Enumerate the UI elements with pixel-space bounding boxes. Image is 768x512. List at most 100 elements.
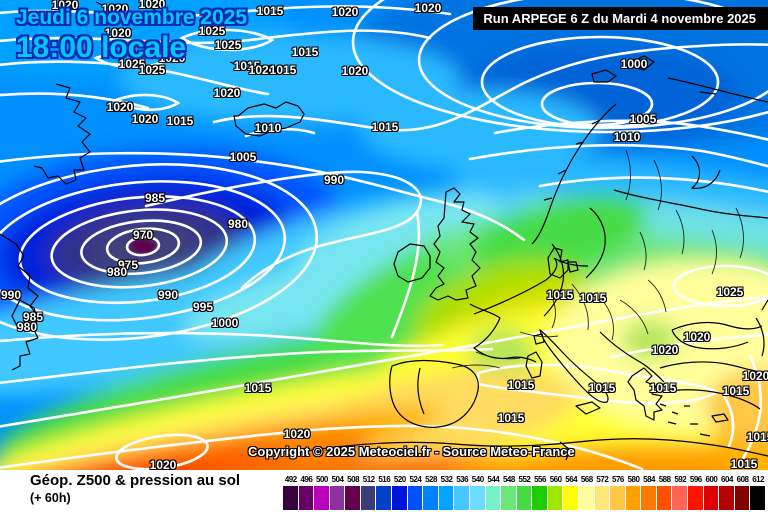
isobar-label: 995	[192, 300, 214, 314]
isobar-label: 1005	[229, 150, 257, 164]
isobar-label: 1015	[233, 59, 261, 73]
scale-swatch	[345, 486, 361, 510]
scale-swatch	[469, 486, 486, 510]
isobar-label: 1025	[118, 57, 146, 71]
isobar-label: 1015	[649, 381, 677, 395]
footer-bar: Géop. Z500 & pression au sol (+ 60h) 492…	[0, 470, 768, 512]
scale-swatch	[329, 486, 346, 510]
scale-value: 544	[487, 475, 500, 484]
scale-swatch	[656, 486, 673, 510]
isobar-label: 1020	[331, 5, 359, 19]
z500-low-core	[130, 238, 156, 254]
scale-swatch	[750, 486, 766, 510]
forecast-date-block: Jeudi 6 novembre 2025 18:00 locale	[16, 6, 247, 65]
scale-value: 600	[705, 475, 718, 484]
isobar-label: 1015	[244, 381, 272, 395]
scale-value: 568	[580, 475, 593, 484]
scale-swatch	[485, 486, 502, 510]
isobar-label: 1020	[341, 64, 369, 78]
scale-swatch	[532, 486, 548, 510]
z500-color-scale: 492 496 500 504 508 512 516 520 524 528 532 536 540 5…	[283, 475, 766, 510]
scale-value: 492	[284, 475, 297, 484]
scale-swatch	[547, 486, 564, 510]
isobar-label: 990	[323, 173, 345, 187]
isobar-label: 980	[106, 265, 128, 279]
scale-swatch	[703, 486, 720, 510]
isobar-label: 1015	[730, 457, 758, 471]
weather-map-svg	[0, 0, 768, 470]
isobar-label: 975	[117, 258, 139, 272]
scale-swatch	[376, 486, 393, 510]
isobar-label: 1015	[579, 291, 607, 305]
scale-swatch	[594, 486, 611, 510]
scale-swatch	[719, 486, 735, 510]
isobar-label: 1010	[613, 130, 641, 144]
scale-swatches-row	[283, 486, 766, 510]
scale-value: 532	[440, 475, 453, 484]
isobar-label: 1000	[620, 57, 648, 71]
scale-value: 580	[627, 475, 640, 484]
scale-values-row: 492 496 500 504 508 512 516 520 524 528 532 536 540 5…	[283, 475, 766, 485]
isobar-label: 1015	[291, 45, 319, 59]
isobar-label: 1015	[588, 381, 616, 395]
scale-swatch	[641, 486, 657, 510]
isobar-label: 980	[16, 320, 38, 334]
scale-swatch	[407, 486, 424, 510]
isobar-label: 1025	[138, 63, 166, 77]
isobar-label: 1015	[546, 288, 574, 302]
isobar-label: 1025	[214, 38, 242, 52]
scale-swatch	[314, 486, 330, 510]
scale-value: 524	[409, 475, 422, 484]
isobar-label: 1020	[138, 0, 166, 11]
forecast-lead-time: (+ 60h)	[30, 491, 71, 505]
scale-value: 556	[534, 475, 546, 484]
isobar-label: 1020	[248, 63, 276, 77]
isobar-label: 990	[0, 288, 22, 302]
isobar-label: 1020	[683, 330, 711, 344]
isobar-label: 1020	[414, 1, 442, 15]
scale-value: 520	[393, 475, 406, 484]
weather-map: 1020 1020 1020 1020 1020 1015 1025 1025 1020 1025…	[0, 0, 768, 472]
scale-swatch	[392, 486, 408, 510]
model-run-banner: Run ARPEGE 6 Z du Mardi 4 novembre 2025	[473, 7, 768, 30]
isobar-label: 1025	[198, 24, 226, 38]
scale-swatch	[610, 486, 626, 510]
isobar-label: 1020	[213, 86, 241, 100]
isobar-label: 1020	[101, 2, 129, 16]
scale-swatch	[688, 486, 704, 510]
isobar-label: 985	[22, 310, 44, 324]
scale-value: 516	[378, 475, 391, 484]
isobar-label: 970	[132, 228, 154, 242]
scale-value: 500	[316, 475, 328, 484]
isobar-label: 1015	[746, 430, 768, 444]
scale-value: 528	[425, 475, 437, 484]
isobar-label: 1015	[507, 378, 535, 392]
scale-value: 612	[752, 475, 765, 484]
forecast-date: Jeudi 6 novembre 2025	[16, 6, 248, 29]
scale-value: 584	[643, 475, 656, 484]
isobar-label: 1015	[371, 120, 399, 134]
chart-title: Géop. Z500 & pression au sol	[30, 472, 241, 489]
scale-value: 596	[689, 475, 702, 484]
scale-value: 496	[300, 475, 313, 484]
scale-swatch	[360, 486, 377, 510]
scale-value: 548	[502, 475, 515, 484]
isobar-label: 1020	[106, 100, 134, 114]
scale-swatch	[454, 486, 470, 510]
scale-value: 592	[674, 475, 687, 484]
copyright-watermark: Copyright © 2025 Meteociel.fr - Source M…	[248, 444, 575, 459]
scale-swatch	[516, 486, 533, 510]
isobar-label: 990	[157, 288, 179, 302]
isobar-label: 1020	[742, 369, 768, 383]
scale-value: 512	[362, 475, 375, 484]
scale-swatch	[625, 486, 642, 510]
scale-value: 560	[549, 475, 562, 484]
scale-swatch	[283, 486, 299, 510]
scale-swatch	[423, 486, 439, 510]
scale-value: 564	[565, 475, 578, 484]
isobar-label: 1025	[716, 285, 744, 299]
isobar-label: 1015	[256, 4, 284, 18]
isobar-label: 1005	[629, 112, 657, 126]
isobar-label: 1015	[722, 384, 750, 398]
